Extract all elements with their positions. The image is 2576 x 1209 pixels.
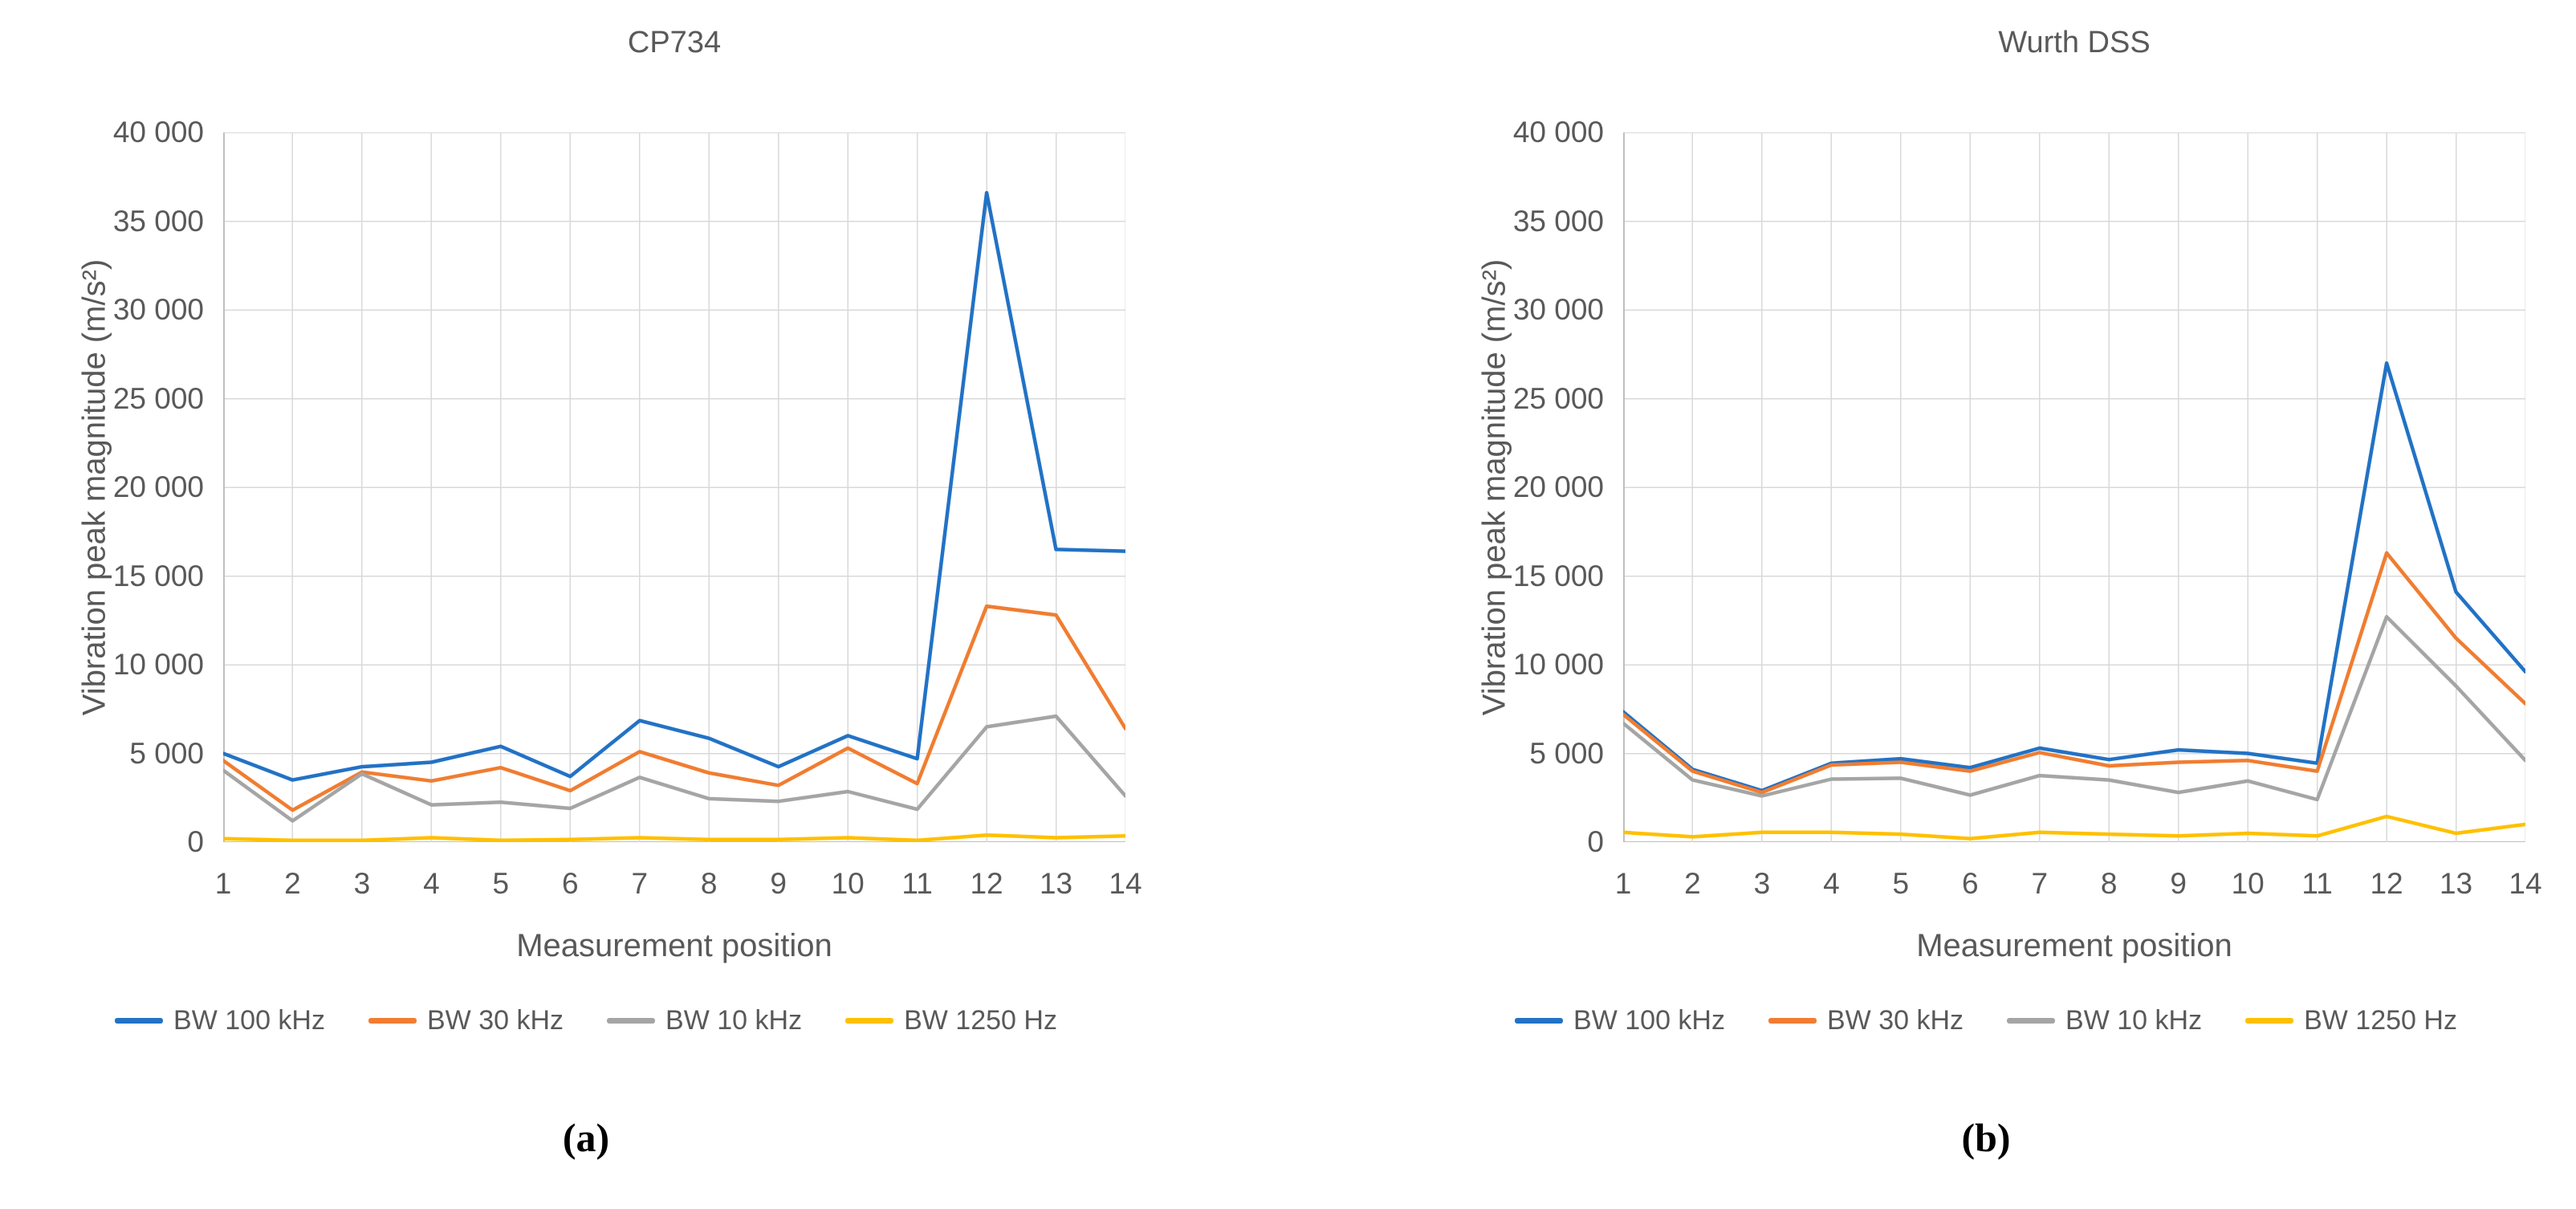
x-tick-label: 2 — [284, 867, 301, 900]
x-tick-label: 4 — [423, 867, 440, 900]
x-axis-title: Measurement position — [1916, 928, 2232, 963]
y-tick-label: 5 000 — [129, 736, 204, 770]
y-tick-label: 15 000 — [112, 559, 204, 592]
x-tick-label: 14 — [2509, 867, 2542, 900]
legend-item: BW 1250 Hz — [845, 1005, 1057, 1036]
series-line-bw-100-khz — [223, 190, 1125, 782]
plot-area — [1623, 132, 2525, 842]
series-line-bw-10-khz — [1623, 615, 2525, 802]
legend-item: BW 10 kHz — [2007, 1005, 2202, 1036]
series-line-bw-30-khz — [1623, 551, 2525, 795]
subfigure-caption: (a) — [562, 1115, 610, 1160]
y-tick-label: 35 000 — [112, 204, 204, 238]
x-tick-label: 8 — [700, 867, 718, 900]
x-tick-label: 13 — [2439, 867, 2473, 900]
legend-line-swatch — [115, 1018, 164, 1024]
y-tick-label: 10 000 — [1512, 648, 1604, 681]
series-line-bw-30-khz — [223, 604, 1125, 812]
legend-label: BW 30 kHz — [1827, 1005, 1964, 1036]
x-tick-label: 14 — [1109, 867, 1142, 900]
legend-label: BW 10 kHz — [665, 1005, 803, 1036]
x-tick-label: 5 — [492, 867, 510, 900]
x-tick-label: 1 — [1614, 867, 1632, 900]
series-line-bw-10-khz — [223, 714, 1125, 823]
x-tick-label: 3 — [353, 867, 371, 900]
x-tick-label: 7 — [631, 867, 649, 900]
x-tick-label: 12 — [970, 867, 1003, 900]
x-tick-label: 10 — [831, 867, 865, 900]
legend-item: BW 30 kHz — [1768, 1005, 1964, 1036]
chart-panel-a: CP734 Vibration peak magnitude (m/s²) 40… — [0, 0, 1284, 1209]
y-tick-label: 15 000 — [1512, 559, 1604, 592]
series-line-bw-1250-hz — [1623, 814, 2525, 841]
chart-title: Wurth DSS — [1998, 26, 2151, 59]
y-tick-label: 40 000 — [1512, 116, 1604, 149]
subfigure-caption: (b) — [1961, 1115, 2011, 1160]
chart-title: CP734 — [627, 26, 722, 59]
legend-line-swatch — [2007, 1018, 2056, 1024]
legend-item: BW 100 kHz — [1515, 1005, 1725, 1036]
x-tick-label: 2 — [1684, 867, 1701, 900]
x-tick-label: 10 — [2231, 867, 2265, 900]
y-tick-label: 20 000 — [112, 470, 204, 503]
x-tick-label: 8 — [2100, 867, 2118, 900]
legend-line-swatch — [607, 1018, 656, 1024]
y-tick-label: 20 000 — [1512, 470, 1604, 503]
legend-item: BW 100 kHz — [115, 1005, 325, 1036]
x-tick-label: 4 — [1823, 867, 1840, 900]
legend-item: BW 30 kHz — [368, 1005, 564, 1036]
legend-label: BW 1250 Hz — [904, 1005, 1057, 1036]
x-tick-label: 6 — [562, 867, 579, 900]
y-tick-label: 5 000 — [1529, 736, 1604, 770]
x-tick-label: 9 — [2170, 867, 2187, 900]
legend: BW 100 kHz BW 30 kHz BW 10 kHz BW 1250 Hz — [47, 1005, 1125, 1036]
series-line-bw-1250-hz — [223, 832, 1125, 842]
x-tick-label: 5 — [1892, 867, 1910, 900]
plot-area — [223, 132, 1125, 842]
y-tick-label: 10 000 — [112, 648, 204, 681]
x-tick-label: 9 — [770, 867, 787, 900]
legend-item: BW 10 kHz — [607, 1005, 802, 1036]
legend-label: BW 30 kHz — [427, 1005, 564, 1036]
x-tick-label: 6 — [1962, 867, 1979, 900]
x-tick-label: 7 — [2031, 867, 2049, 900]
y-tick-label: 0 — [187, 825, 204, 858]
legend-label: BW 1250 Hz — [2304, 1005, 2457, 1036]
x-tick-label: 13 — [1039, 867, 1073, 900]
legend-label: BW 10 kHz — [2065, 1005, 2203, 1036]
y-tick-label: 35 000 — [1512, 204, 1604, 238]
x-tick-label: 1 — [214, 867, 232, 900]
y-tick-label: 30 000 — [112, 293, 204, 326]
legend-label: BW 100 kHz — [1573, 1005, 1725, 1036]
legend-line-swatch — [368, 1018, 417, 1024]
series-line-bw-100-khz — [1623, 361, 2525, 793]
legend-line-swatch — [845, 1018, 894, 1024]
legend-line-swatch — [2245, 1018, 2294, 1024]
x-tick-label: 3 — [1753, 867, 1771, 900]
legend-label: BW 100 kHz — [173, 1005, 325, 1036]
y-tick-label: 0 — [1587, 825, 1604, 858]
x-tick-label: 11 — [2301, 867, 2333, 900]
x-tick-label: 12 — [2370, 867, 2403, 900]
legend-line-swatch — [1768, 1018, 1817, 1024]
y-tick-label: 40 000 — [112, 116, 204, 149]
x-axis-title: Measurement position — [516, 928, 832, 963]
legend-line-swatch — [1515, 1018, 1564, 1024]
y-tick-label: 25 000 — [112, 381, 204, 415]
y-tick-label: 30 000 — [1512, 293, 1604, 326]
y-tick-label: 25 000 — [1512, 381, 1604, 415]
chart-panel-b: Wurth DSS Vibration peak magnitude (m/s²… — [1400, 0, 2576, 1209]
legend: BW 100 kHz BW 30 kHz BW 10 kHz BW 1250 Hz — [1447, 1005, 2525, 1036]
x-tick-label: 11 — [901, 867, 933, 900]
legend-item: BW 1250 Hz — [2245, 1005, 2457, 1036]
